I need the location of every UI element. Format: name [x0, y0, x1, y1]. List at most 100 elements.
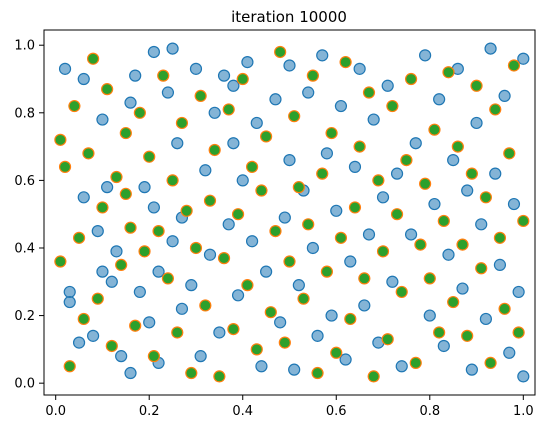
green-point: [381, 333, 394, 346]
green-point: [101, 83, 114, 96]
green-point: [185, 366, 198, 380]
blue-point: [517, 370, 530, 383]
green-point: [493, 231, 507, 244]
green-point: [404, 72, 418, 86]
green-point: [353, 140, 366, 153]
plot-frame: [43, 29, 536, 396]
blue-point: [423, 309, 436, 322]
green-point: [119, 187, 132, 201]
blue-point: [185, 279, 198, 292]
blue-point: [199, 164, 212, 177]
green-point: [105, 339, 118, 353]
y-tick-label: 0.2: [14, 309, 35, 324]
blue-point: [381, 79, 394, 92]
blue-point: [161, 86, 175, 99]
green-point: [208, 143, 221, 157]
green-point: [58, 160, 72, 173]
green-point: [124, 221, 137, 234]
blue-point: [292, 279, 305, 292]
x-tick-label: 0.8: [419, 404, 440, 419]
green-point: [339, 56, 352, 69]
blue-point: [489, 167, 502, 180]
blue-point: [437, 339, 450, 353]
green-point: [330, 346, 343, 359]
blue-point: [447, 154, 460, 167]
blue-point: [231, 289, 245, 302]
blue-point: [269, 93, 282, 106]
blue-point: [348, 160, 362, 173]
green-point: [138, 245, 151, 258]
blue-point: [507, 197, 521, 211]
blue-point: [124, 366, 137, 380]
blue-point: [395, 360, 408, 373]
green-point: [77, 312, 90, 326]
y-tick-label: 1.0: [14, 39, 35, 54]
green-point: [498, 302, 511, 315]
blue-point: [283, 59, 296, 72]
x-tick-label: 0.2: [139, 404, 160, 419]
y-tick-label: 0.0: [14, 377, 35, 392]
green-point: [250, 343, 263, 356]
green-point: [63, 360, 76, 373]
blue-point: [101, 181, 114, 194]
blue-point: [260, 265, 273, 278]
green-point: [358, 272, 371, 285]
series-green-points: [54, 45, 530, 383]
blue-point: [493, 258, 507, 271]
blue-point: [311, 329, 324, 342]
green-point: [456, 238, 469, 251]
green-point: [269, 224, 282, 238]
green-point: [54, 255, 67, 268]
blue-point: [334, 99, 348, 113]
blue-point: [479, 312, 492, 326]
green-point: [507, 59, 521, 72]
green-point: [54, 133, 67, 146]
green-point: [517, 214, 530, 228]
green-point: [423, 272, 436, 285]
green-point: [171, 326, 184, 339]
green-point: [245, 160, 259, 173]
blue-point: [105, 275, 118, 288]
chart-title: iteration 10000: [231, 8, 347, 26]
green-point: [133, 106, 146, 119]
green-point: [278, 336, 291, 349]
blue-point: [110, 245, 123, 258]
blue-point: [358, 299, 371, 312]
green-point: [161, 272, 175, 285]
blue-point: [362, 228, 376, 241]
green-point: [419, 177, 432, 190]
blue-point: [208, 106, 221, 119]
blue-point: [517, 52, 530, 65]
blue-point: [86, 329, 100, 342]
green-point: [264, 306, 277, 319]
blue-point: [77, 191, 90, 204]
y-tick-label: 0.8: [14, 106, 35, 121]
green-point: [255, 184, 268, 197]
blue-point: [129, 69, 142, 82]
green-point: [390, 208, 404, 221]
blue-point: [409, 137, 422, 150]
green-point: [334, 231, 348, 244]
green-point: [86, 52, 100, 65]
blue-point: [288, 363, 301, 376]
blue-point: [498, 89, 511, 103]
green-point: [386, 99, 399, 113]
blue-point: [456, 282, 469, 295]
green-point: [260, 130, 273, 143]
green-point: [203, 194, 217, 207]
green-point: [437, 214, 450, 228]
green-point: [213, 370, 226, 383]
blue-point: [433, 93, 446, 106]
blue-point: [278, 211, 291, 224]
blue-point: [367, 113, 380, 126]
green-point: [451, 140, 464, 153]
blue-point: [124, 96, 137, 109]
green-point: [461, 329, 474, 342]
blue-point: [404, 228, 418, 241]
blue-point: [175, 302, 189, 315]
green-point: [189, 241, 203, 255]
green-point: [414, 238, 427, 251]
axes: 0.0 0.2 0.4 0.6 0.8 1.0 0.0 0.2 0.4 0.6 0.8 1.0: [14, 39, 533, 419]
green-point: [297, 292, 310, 305]
